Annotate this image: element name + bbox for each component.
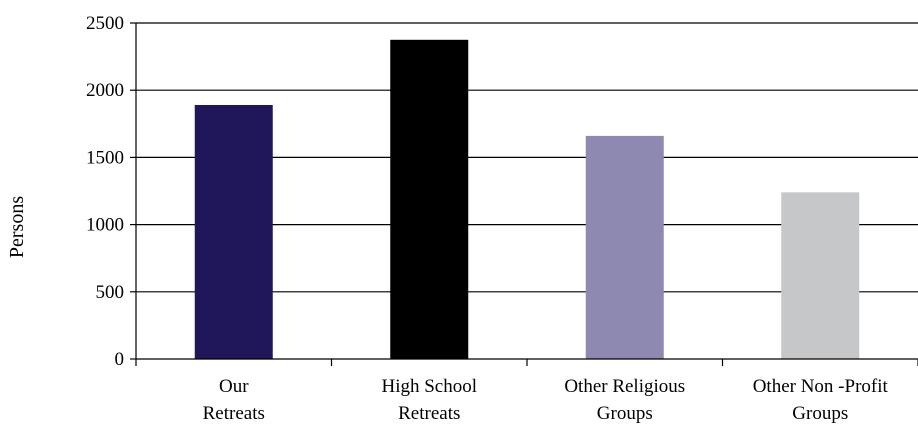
bar [781,192,860,359]
bars [194,39,860,360]
x-category-label: Other Non -Profit Groups [753,376,889,424]
x-category-label: Other Religious Groups [564,376,685,424]
y-axis-title: Persons [6,196,28,258]
x-category-label: High School Retreats [381,376,477,424]
y-tick-label: 500 [96,282,125,303]
y-axis-ticks: 0 500 1000 1500 2000 2500 [86,13,136,370]
y-tick-label: 1500 [86,147,124,168]
bar [194,104,273,359]
x-axis [135,23,918,366]
y-tick-label: 2000 [86,80,124,101]
y-tick-label: 2500 [86,13,124,34]
y-tick-label: 0 [115,349,125,370]
bar [390,39,469,360]
y-tick-label: 1000 [86,215,124,236]
x-category-label: Our Retreats [203,376,265,424]
bar [585,135,664,359]
x-axis-labels: Our Retreats High School Retreats Other Reli… [203,376,889,424]
